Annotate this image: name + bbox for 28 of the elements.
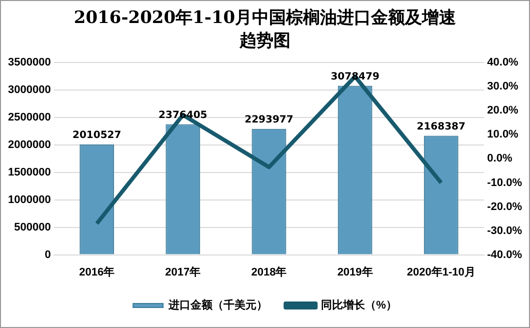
y-tick-label: 3500000 xyxy=(8,56,51,69)
y2-tick-label: 40.0% xyxy=(487,56,519,69)
chart-title: 2016-2020年1-10月中国棕榈油进口金额及增速趋势图 xyxy=(72,7,458,53)
data-label: 2293977 xyxy=(244,114,294,126)
y-tick-label: 0 xyxy=(44,248,51,261)
data-label: 2168387 xyxy=(416,121,466,132)
y-tick-label: 1500000 xyxy=(8,166,51,178)
legend-label: 同比增长（%） xyxy=(321,298,397,312)
y2-tick-label: -40.0% xyxy=(487,248,522,261)
y-tick-label: 500000 xyxy=(14,221,51,234)
y-tick-label: 1000000 xyxy=(8,194,51,206)
y2-tick-label: 10.0% xyxy=(487,128,519,141)
x-tick-label: 2020年1-10月 xyxy=(406,265,476,278)
y2-tick-label: -20.0% xyxy=(487,200,522,213)
y-tick-label: 2000000 xyxy=(8,139,51,152)
y2-tick-label: 30.0% xyxy=(487,80,519,93)
y2-tick-label: -30.0% xyxy=(487,224,522,237)
x-tick-label: 2016年 xyxy=(79,265,115,278)
legend-label: 进口金额（千美元） xyxy=(168,298,268,312)
x-tick-label: 2019年 xyxy=(337,265,373,278)
data-label: 2010527 xyxy=(72,130,122,141)
y-tick-label: 2500000 xyxy=(8,112,51,124)
y2-tick-label: 20.0% xyxy=(487,104,519,117)
y2-tick-label: 0.0% xyxy=(487,152,512,165)
x-tick-label: 2018年 xyxy=(251,265,287,278)
x-tick-label: 2017年 xyxy=(165,265,201,278)
y-tick-label: 3000000 xyxy=(8,84,51,96)
y2-tick-label: -10.0% xyxy=(487,176,522,189)
